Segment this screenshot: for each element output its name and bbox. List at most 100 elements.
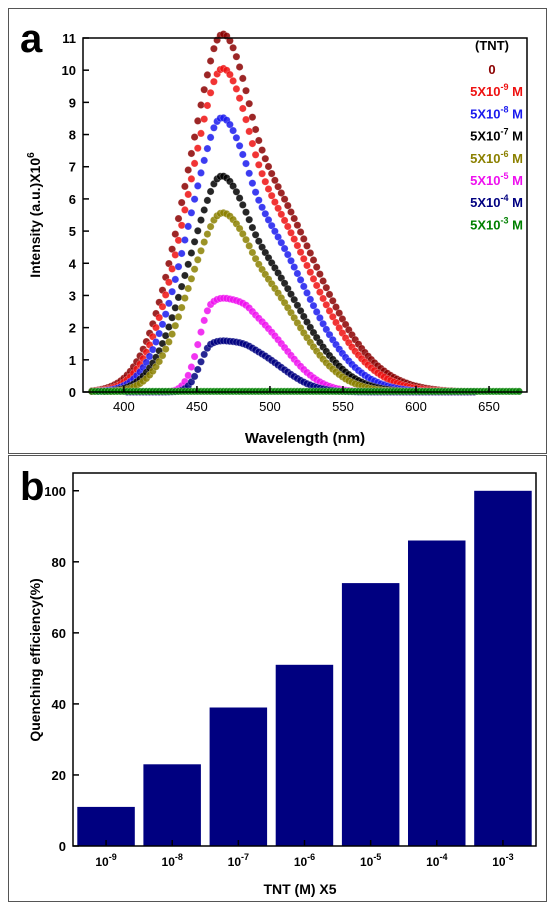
y-tick-label: 1 [69, 353, 76, 368]
spectrum-point [184, 166, 193, 174]
spectrum-point [242, 86, 250, 95]
spectrum-point [283, 222, 292, 231]
spectrum-point [235, 141, 244, 150]
spectrum-point [197, 246, 205, 255]
spectrum-point [174, 312, 183, 321]
spectrum-point [177, 282, 186, 291]
spectrum-point [200, 238, 209, 246]
spectrum-point [235, 63, 244, 71]
spectrum-point [309, 256, 318, 264]
panel-b-bars [77, 490, 532, 846]
spectrum-point [190, 265, 199, 274]
y-tick-label: 40 [52, 697, 66, 712]
x-tick-label: 650 [478, 399, 500, 414]
spectrum-point [238, 104, 247, 113]
spectrum-point [225, 120, 234, 129]
spectrum-point [200, 115, 209, 123]
spectrum-point [171, 321, 180, 330]
spectrum-point [270, 227, 279, 236]
spectrum-point [232, 133, 241, 142]
spectrum-point [174, 293, 183, 302]
spectrum-point [283, 201, 292, 210]
spectrum-point [296, 228, 305, 236]
spectrum-point [254, 136, 263, 145]
spectrum-point [145, 352, 154, 361]
spectrum-point [235, 194, 244, 202]
spectrum-point [274, 233, 282, 241]
spectrum-point [187, 149, 196, 158]
spectrum-point [258, 169, 266, 178]
spectrum-point [245, 127, 254, 136]
spectrum-point [248, 113, 257, 122]
spectrum-point [158, 302, 167, 311]
spectrum-point [187, 208, 196, 217]
spectrum-point [193, 117, 202, 125]
x-tick-label: 500 [259, 399, 281, 414]
spectrum-point [306, 249, 315, 257]
spectrum-point [209, 44, 218, 53]
panel-b-x-ticks: 10-9 10-8 10-7 10-6 10-5 10-4 10-3 [95, 840, 514, 869]
spectrum-point [187, 174, 196, 183]
spectrum-point [319, 294, 327, 303]
spectrum-point [332, 303, 340, 311]
spectrum-point [197, 129, 205, 138]
spectrum-point [209, 123, 218, 132]
spectrum-point [161, 310, 170, 319]
spectrum-point [309, 301, 318, 310]
spectrum-point [206, 187, 215, 196]
spectrum-point [155, 329, 164, 338]
y-tick-label: 5 [69, 224, 76, 239]
spectrum-point [155, 313, 164, 322]
spectrum-point [164, 278, 173, 287]
spectrum-point [177, 249, 186, 258]
spectrum-point [254, 196, 263, 205]
spectrum-point [251, 254, 260, 263]
spectrum-point [254, 260, 263, 269]
spectrum-point [274, 204, 282, 213]
spectrum-point [152, 338, 160, 346]
spectrum-point [164, 337, 173, 346]
spectrum-point [235, 224, 244, 233]
spectrum-point [258, 146, 266, 154]
spectrum-point [206, 88, 215, 97]
spectrum-point [206, 222, 215, 231]
spectrum-point [251, 230, 260, 239]
spectrum-point [238, 200, 247, 209]
spectrum-point [203, 71, 212, 79]
spectrum-point [245, 169, 254, 178]
x-tick-label: 10-5 [360, 852, 381, 869]
spectrum-point [193, 181, 202, 190]
spectrum-point [155, 357, 164, 366]
spectrum-point [164, 323, 173, 331]
spectrum-point [293, 301, 302, 310]
spectrum-point [177, 198, 186, 207]
legend-entry: 5X10-9 M [470, 82, 523, 99]
x-tick-label: 10-3 [492, 852, 513, 869]
spectrum-point [264, 162, 273, 171]
x-tick-label: 600 [405, 399, 427, 414]
spectrum-point [315, 288, 324, 296]
spectrum-point [193, 365, 202, 374]
bar [341, 583, 400, 846]
spectrum-point [261, 209, 270, 218]
y-tick-label: 2 [69, 321, 76, 336]
bar [275, 664, 334, 846]
spectrum-point [325, 330, 334, 339]
spectrum-point [309, 274, 318, 283]
spectrum-point [238, 229, 247, 238]
spectrum-point [280, 279, 289, 288]
spectrum-point [261, 177, 270, 186]
spectrum-point [341, 320, 350, 329]
spectrum-point [264, 215, 273, 224]
spectrum-point [229, 126, 237, 135]
spectrum-point [277, 189, 286, 197]
spectrum-point [290, 235, 299, 243]
spectrum-point [277, 210, 286, 219]
spectrum-point [168, 287, 176, 296]
spectrum-point [158, 320, 167, 329]
legend-entry: 5X10-3 M [470, 215, 523, 232]
spectrum-point [177, 303, 186, 312]
spectrum-point [280, 195, 289, 204]
spectrum-point [190, 372, 199, 381]
y-tick-label: 0 [59, 839, 66, 854]
